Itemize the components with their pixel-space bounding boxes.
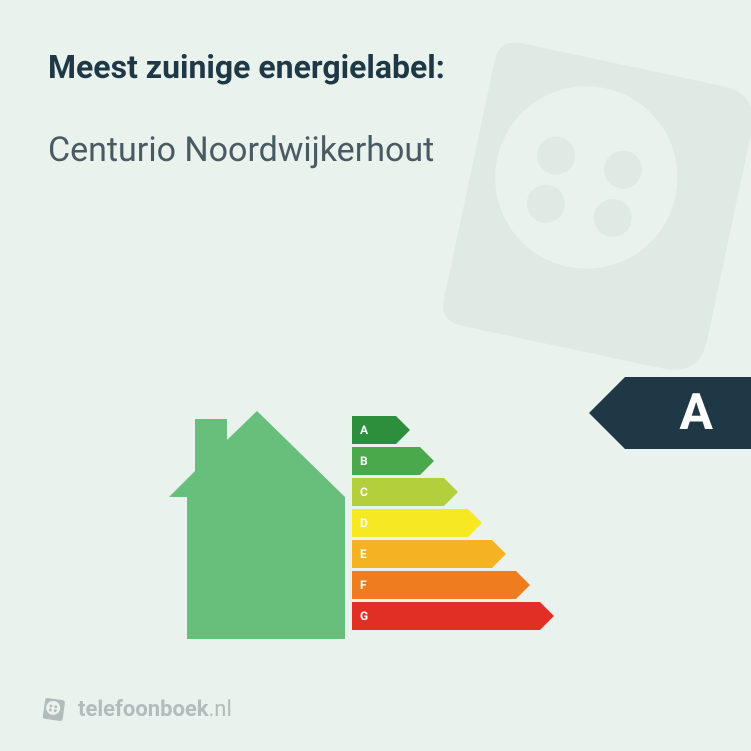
energy-bar-e: E	[352, 540, 540, 568]
bar-shape	[352, 540, 492, 568]
bar-label: B	[360, 454, 368, 468]
bar-label: C	[360, 485, 368, 499]
energy-label-chart: A B C D E F G A	[0, 381, 751, 641]
rating-badge: A	[625, 377, 751, 449]
rating-value: A	[679, 384, 713, 442]
bar-shape	[352, 602, 540, 630]
page-title: Meest zuinige energielabel:	[48, 48, 703, 86]
bar-shape	[352, 509, 468, 537]
energy-bars: A B C D E F G	[352, 416, 540, 633]
bar-label: F	[360, 578, 367, 592]
company-name: Centurio Noordwijkerhout	[48, 130, 703, 170]
bar-shape	[352, 416, 396, 444]
energy-bar-g: G	[352, 602, 540, 630]
footer-brand: telefoonboek.nl	[40, 695, 232, 723]
bar-label: D	[360, 516, 368, 530]
book-icon	[40, 695, 68, 723]
energy-bar-c: C	[352, 478, 540, 506]
energy-bar-d: D	[352, 509, 540, 537]
energy-bar-b: B	[352, 447, 540, 475]
bar-label: A	[360, 423, 368, 437]
energy-bar-a: A	[352, 416, 540, 444]
footer-text: telefoonboek.nl	[78, 697, 232, 722]
bar-shape	[352, 571, 516, 599]
energy-bar-f: F	[352, 571, 540, 599]
bar-label: E	[360, 547, 367, 561]
bar-label: G	[360, 609, 368, 623]
house-icon	[165, 405, 347, 641]
